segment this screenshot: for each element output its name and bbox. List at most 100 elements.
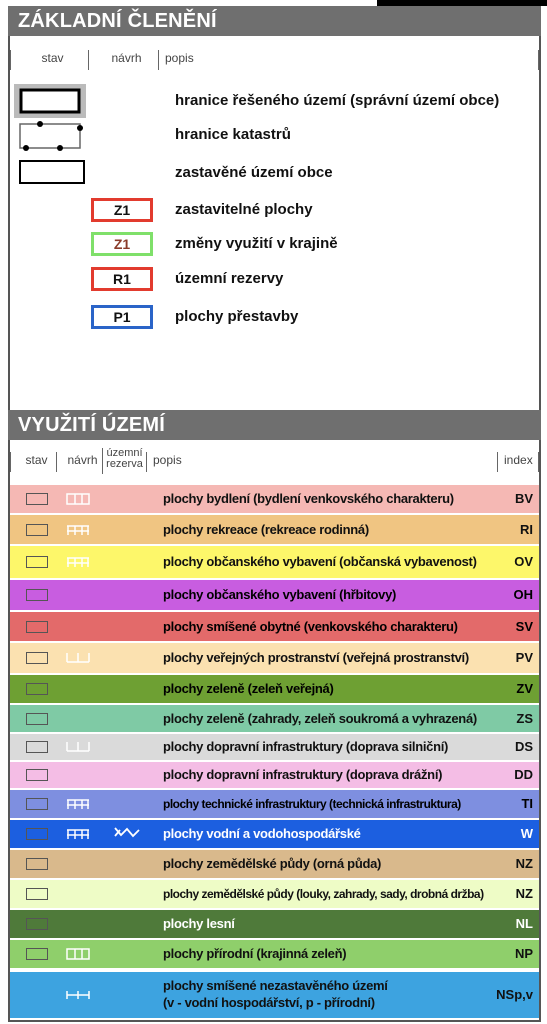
stav-swatch [26, 948, 48, 960]
legend-row-hranice-katastru: hranice katastrů [10, 118, 539, 152]
land-use-row-zs: plochy zeleně (zahrady, zeleň soukromá a… [10, 705, 539, 732]
stav-swatch [26, 798, 48, 810]
stav-swatch [26, 620, 48, 633]
section1-column-header: stav návrh popis [10, 46, 539, 72]
built-up-area-icon [19, 160, 85, 184]
stav-swatch [26, 769, 48, 781]
row-index: NP [514, 946, 533, 961]
col-stav: stav [10, 50, 88, 70]
box-icon [66, 493, 90, 505]
hatch-icon [67, 829, 89, 839]
row-index: NSp,v [496, 987, 533, 1002]
stav-swatch [26, 888, 48, 900]
col-popis: popis [146, 452, 346, 472]
stav-swatch [26, 683, 48, 695]
legend-row-zmeny-vyuziti: Z1 změny využití v krajině [10, 227, 539, 261]
stav-swatch [26, 523, 48, 536]
row-index: NL [515, 916, 533, 931]
stav-swatch [26, 918, 48, 930]
row-index: ZV [516, 681, 533, 696]
hatch-icon [67, 524, 89, 535]
land-use-row-ti: plochy technické infrastruktury (technic… [10, 790, 539, 818]
row-label: plochy technické infrastruktury (technic… [163, 797, 461, 811]
legend-row-zastavene-uzemi: zastavěné území obce [10, 156, 539, 190]
land-use-row-zv: plochy zeleně (zeleň veřejná) ZV [10, 675, 539, 703]
land-use-row-ds: plochy dopravní infrastruktury (doprava … [10, 734, 539, 760]
row-index: PV [515, 650, 533, 665]
bracket-icon [66, 991, 90, 999]
stav-swatch [26, 589, 48, 601]
land-use-row-np: plochy přírodní (krajinná zeleň) NP [10, 940, 539, 968]
legend-label: hranice katastrů [175, 126, 291, 143]
row-label: plochy veřejných prostranství (veřejná p… [163, 650, 469, 665]
row-index: BV [514, 491, 533, 506]
land-use-row-oh: plochy občanského vybavení (hřbitovy) OH [10, 580, 539, 610]
stav-swatch [26, 858, 48, 870]
row-label: plochy vodní a vodohospodářské [163, 826, 361, 841]
code-box-r1: R1 [91, 267, 153, 291]
land-use-row-bv: plochy bydlení (bydlení venkovského char… [10, 485, 539, 513]
row-index: SV [515, 619, 533, 634]
row-label: plochy zeleně (zeleň veřejná) [163, 681, 334, 696]
land-use-row-nz: plochy zemědělské půdy (louky, zahrady, … [10, 880, 539, 908]
row-label: plochy bydlení (bydlení venkovského char… [163, 491, 454, 506]
row-label: plochy smíšené nezastavěného území (v - … [163, 978, 388, 1010]
land-use-row-nz: plochy zemědělské půdy (orná půda) NZ [10, 850, 539, 878]
col-popis: popis [158, 50, 358, 70]
row-index: DS [514, 739, 533, 754]
hatch-icon [67, 799, 89, 809]
bracket-icon [66, 742, 90, 752]
row-label: plochy dopravní infrastruktury (doprava … [163, 739, 449, 754]
row-label: plochy rekreace (rekreace rodinná) [163, 522, 369, 537]
land-use-row-dd: plochy dopravní infrastruktury (doprava … [10, 762, 539, 788]
cadastral-boundary-icon [19, 121, 83, 151]
row-index: RI [520, 522, 533, 537]
land-use-row-sv: plochy smíšené obytné (venkovského chara… [10, 612, 539, 641]
col-uzemni-rezerva: územní rezerva [102, 448, 146, 474]
row-index: OH [513, 587, 534, 602]
land-use-row-pv: plochy veřejných prostranství (veřejná p… [10, 643, 539, 673]
section2-column-header: stav návrh územní rezerva popis index [10, 448, 539, 478]
section-title-vyuziti-uzemi: VYUŽITÍ ÚZEMÍ [8, 410, 541, 440]
legend-label: hranice řešeného území (správní území ob… [175, 92, 500, 109]
hatch-icon [67, 557, 89, 567]
top-bar [377, 0, 547, 6]
section-title-zakladni-cleneni: ZÁKLADNÍ ČLENĚNÍ [8, 6, 541, 36]
land-use-row-nl: plochy lesní NL [10, 910, 539, 938]
row-index: OV [514, 554, 533, 569]
row-label: plochy lesní [163, 916, 235, 931]
row-index: DD [514, 767, 533, 782]
row-label: plochy smíšené obytné (venkovského chara… [163, 619, 458, 634]
code-box-p1: P1 [91, 305, 153, 329]
stav-swatch [26, 652, 48, 664]
legend-row-uzemni-rezervy: R1 územní rezervy [10, 262, 539, 296]
code-box-z1-green: Z1 [91, 232, 153, 256]
row-label: plochy dopravní infrastruktury (doprava … [163, 767, 443, 782]
legend-row-plochy-prestavby: P1 plochy přestavby [10, 300, 539, 334]
legend-label: změny využití v krajině [175, 235, 338, 252]
row-index: NZ [515, 856, 533, 871]
territory-boundary-icon [14, 84, 86, 118]
row-index: W [520, 826, 533, 841]
row-index: ZS [516, 711, 533, 726]
legend-frame [8, 6, 541, 1022]
row-label: plochy přírodní (krajinná zeleň) [163, 946, 347, 961]
col-index: index [497, 452, 539, 472]
row-label: plochy zemědělské půdy (louky, zahrady, … [163, 887, 484, 901]
stav-swatch [26, 556, 48, 568]
stav-swatch [26, 741, 48, 753]
legend-row-hranice-reseneho-uzemi: hranice řešeného území (správní území ob… [10, 84, 539, 118]
bracket-icon [66, 653, 90, 663]
stav-swatch [26, 493, 48, 505]
legend-label: plochy přestavby [175, 308, 299, 325]
col-stav: stav [10, 452, 56, 472]
land-use-row-ri: plochy rekreace (rekreace rodinná) RI [10, 515, 539, 544]
legend-label: zastavitelné plochy [175, 201, 313, 218]
legend-row-zastavitelne-plochy: Z1 zastavitelné plochy [10, 193, 539, 227]
land-use-row-w: plochy vodní a vodohospodářské W [10, 820, 539, 848]
row-label: plochy občanského vybavení (občanská vyb… [163, 554, 477, 569]
row-index: NZ [515, 886, 533, 901]
row-label: plochy zeleně (zahrady, zeleň soukromá a… [163, 711, 477, 726]
code-box-z1: Z1 [91, 198, 153, 222]
land-use-row-ov: plochy občanského vybavení (občanská vyb… [10, 546, 539, 578]
